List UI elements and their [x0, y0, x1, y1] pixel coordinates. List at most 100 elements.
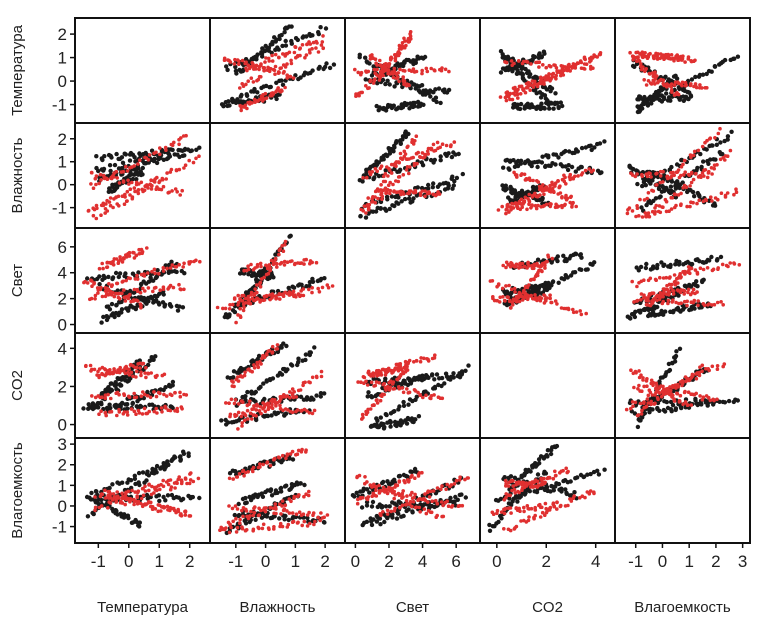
point-red: [719, 191, 724, 195]
point-red: [304, 53, 309, 57]
point-black: [546, 155, 551, 160]
point-black: [360, 179, 365, 184]
points: [624, 346, 740, 430]
point-red: [550, 256, 555, 261]
point-red: [666, 83, 671, 88]
point-red: [310, 260, 315, 265]
point-red: [420, 68, 425, 73]
point-red: [553, 299, 558, 303]
point-red: [164, 148, 168, 152]
points: [498, 49, 603, 112]
point-red: [639, 67, 644, 72]
point-black: [432, 384, 438, 390]
point-red: [419, 356, 423, 360]
point-red: [374, 380, 379, 384]
point-red: [532, 82, 537, 86]
point-black: [692, 194, 697, 199]
point-red: [402, 79, 407, 83]
point-red: [161, 269, 166, 273]
point-red: [393, 53, 397, 57]
point-black: [735, 398, 740, 403]
point-black: [439, 375, 445, 381]
point-red: [117, 204, 121, 208]
point-black: [674, 76, 680, 81]
point-black: [668, 264, 673, 270]
point-red: [393, 56, 398, 61]
point-red: [666, 289, 671, 293]
point-black: [275, 410, 281, 416]
point-black: [275, 92, 280, 98]
point-red: [397, 160, 401, 164]
point-black: [406, 57, 411, 63]
point-black: [130, 176, 136, 182]
point-red: [725, 191, 730, 195]
point-black: [132, 290, 137, 295]
point-red: [508, 306, 513, 310]
point-black: [633, 309, 638, 314]
point-black: [318, 391, 324, 396]
point-red: [672, 399, 677, 403]
point-red: [688, 153, 693, 157]
point-black: [677, 185, 682, 191]
point-red: [504, 211, 508, 216]
point-red: [121, 256, 126, 260]
point-red: [84, 363, 88, 368]
point-black: [517, 106, 523, 112]
point-black: [722, 400, 728, 405]
point-red: [561, 73, 566, 77]
point-red: [224, 401, 228, 405]
point-red: [283, 242, 287, 247]
point-red: [136, 162, 140, 166]
point-red: [144, 365, 148, 370]
point-red: [527, 192, 531, 197]
point-black: [163, 263, 168, 268]
point-black: [555, 258, 560, 264]
point-red: [109, 409, 114, 414]
point-red: [367, 206, 371, 210]
point-red: [143, 289, 147, 293]
point-red: [504, 98, 509, 103]
point-black: [647, 407, 652, 412]
point-red: [279, 397, 283, 401]
point-black: [132, 155, 137, 160]
point-red: [304, 257, 309, 262]
point-red: [389, 55, 394, 60]
point-black: [290, 284, 295, 289]
point-black: [446, 183, 451, 188]
point-red: [671, 289, 676, 293]
point-red: [648, 390, 653, 395]
point-black: [666, 361, 672, 367]
point-black: [677, 346, 683, 351]
point-red: [416, 150, 421, 155]
points: [356, 353, 471, 431]
point-red: [275, 400, 280, 405]
point-red: [630, 209, 635, 213]
point-black: [136, 470, 142, 476]
point-red: [662, 57, 666, 61]
point-red: [685, 204, 689, 209]
point-black: [365, 394, 370, 399]
point-red: [584, 311, 588, 316]
point-black: [141, 295, 147, 301]
point-black: [93, 489, 99, 494]
point-red: [154, 285, 158, 290]
point-red: [528, 178, 532, 183]
point-black: [224, 64, 229, 69]
point-black: [114, 303, 119, 308]
point-red: [576, 174, 580, 178]
point-red: [641, 65, 645, 69]
point-black: [508, 291, 514, 296]
point-red: [279, 260, 284, 265]
point-black: [504, 186, 509, 192]
point-red: [397, 43, 402, 48]
point-red: [123, 299, 128, 303]
point-red: [527, 283, 531, 287]
point-red: [547, 186, 552, 191]
point-black: [627, 164, 632, 169]
point-red: [289, 61, 294, 66]
point-red: [160, 410, 164, 414]
point-red: [509, 59, 514, 63]
point-red: [706, 395, 711, 400]
point-red: [660, 389, 665, 394]
point-red: [257, 64, 262, 69]
